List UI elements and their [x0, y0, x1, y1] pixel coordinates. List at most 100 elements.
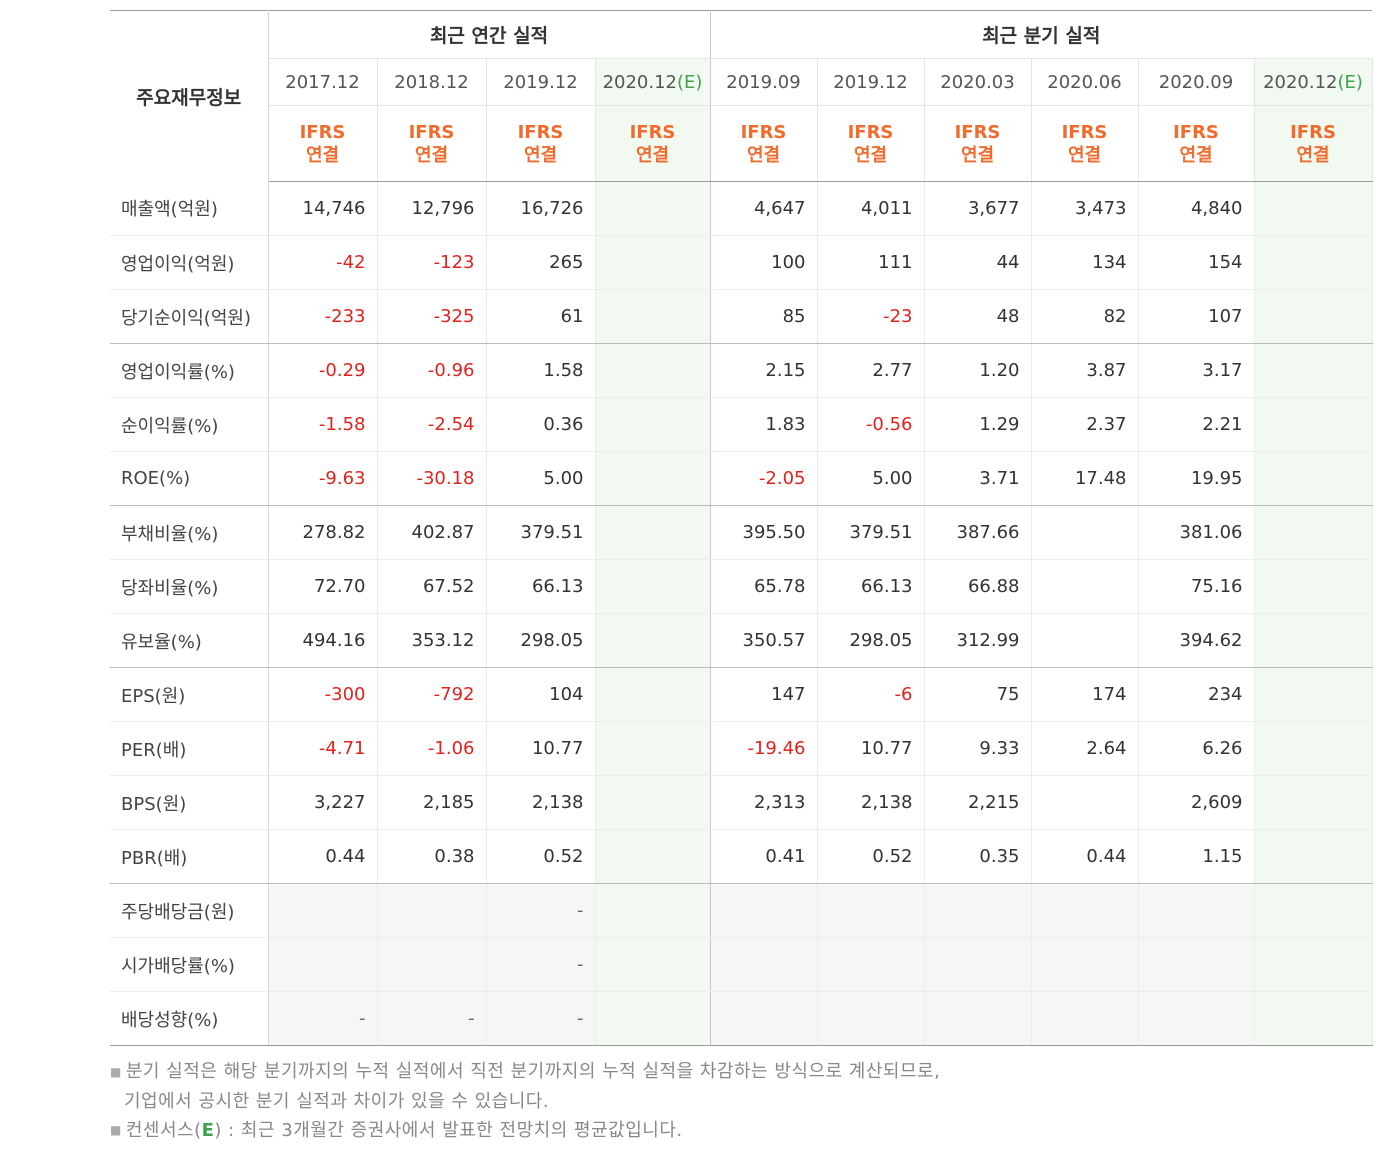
ifrs-label: IFRS — [629, 121, 676, 143]
table-cell — [1254, 613, 1373, 668]
footnote-2-suffix: ) : 최근 3개월간 증권사에서 발표한 전망치의 평균값입니다. — [214, 1119, 683, 1141]
table-cell: -2.54 — [377, 397, 487, 452]
quarterly-group-header: 최근 분기 실적 — [710, 10, 1373, 59]
table-cell: 379.51 — [486, 505, 596, 560]
table-cell: 312.99 — [924, 613, 1032, 668]
table-cell — [595, 235, 711, 290]
table-cell — [1254, 937, 1373, 992]
table-cell — [377, 937, 487, 992]
table-cell — [1254, 559, 1373, 614]
ifrs-consolidated-badge: IFRS 연결 — [595, 105, 711, 182]
table-cell — [1138, 991, 1255, 1046]
table-cell: -0.56 — [817, 397, 925, 452]
table-cell: 265 — [486, 235, 596, 290]
footnote-2: ■ 컨센서스(E) : 최근 3개월간 증권사에서 발표한 전망치의 평균값입니다… — [110, 1116, 940, 1146]
row-label: 주당배당금(원) — [110, 883, 269, 938]
table-cell: 134 — [1031, 235, 1139, 290]
corner-label: 주요재무정보 — [110, 10, 269, 182]
table-cell — [1031, 505, 1139, 560]
table-cell — [595, 667, 711, 722]
table-cell: 0.36 — [486, 397, 596, 452]
period-label: 2020.12 — [1263, 71, 1338, 93]
period-header: 2020.12(E) — [1254, 58, 1373, 106]
period-label: 2020.09 — [1158, 71, 1234, 93]
period-label: 2020.03 — [940, 71, 1015, 93]
table-cell — [1254, 289, 1373, 344]
table-cell — [595, 829, 711, 884]
table-cell — [924, 991, 1032, 1046]
table-row: 시가배당률(%) - — [110, 937, 1373, 992]
table-cell: 3,227 — [268, 775, 378, 830]
row-label: 영업이익률(%) — [110, 343, 269, 398]
table-cell — [595, 181, 711, 236]
period-label: 2019.09 — [726, 71, 801, 93]
table-cell: -42 — [268, 235, 378, 290]
ifrs-label: IFRS — [740, 121, 787, 143]
table-cell — [924, 937, 1032, 992]
table-cell — [817, 991, 925, 1046]
table-cell: 111 — [817, 235, 925, 290]
ifrs-consolidated-badge: IFRS 연결 — [377, 105, 487, 182]
ifrs-label: IFRS — [1173, 121, 1219, 143]
estimate-mark: (E) — [677, 71, 703, 93]
table-cell: 2.15 — [710, 343, 818, 398]
table-cell — [1031, 883, 1139, 938]
table-cell: -1.06 — [377, 721, 487, 776]
consolidated-label: 연결 — [746, 144, 781, 166]
table-cell — [595, 721, 711, 776]
table-cell: 353.12 — [377, 613, 487, 668]
table-row: PBR(배) 0.44 0.38 0.52 0.41 0.52 0.35 0.44 1.15 — [110, 829, 1373, 884]
table-cell — [595, 343, 711, 398]
financial-summary-table-wrapper: 주요재무정보 최근 연간 실적 최근 분기 실적 2017.12 2018.12 2… — [110, 10, 1373, 1046]
table-cell: 0.44 — [1031, 829, 1139, 884]
table-row: 당좌비율(%) 72.70 67.52 66.13 65.78 66.13 66.88 75.… — [110, 559, 1373, 614]
table-cell — [377, 883, 487, 938]
table-cell — [1254, 235, 1373, 290]
ifrs-label: IFRS — [954, 121, 1001, 143]
table-cell: 72.70 — [268, 559, 378, 614]
table-cell: 12,796 — [377, 181, 487, 236]
table-row: 주당배당금(원) - — [110, 883, 1373, 938]
period-label: 2018.12 — [394, 71, 469, 93]
table-cell — [1254, 991, 1373, 1046]
table-cell: 3.17 — [1138, 343, 1255, 398]
footnote-2-prefix: 컨센서스( — [125, 1119, 202, 1141]
table-cell: 66.13 — [817, 559, 925, 614]
financial-summary-table: 주요재무정보 최근 연간 실적 최근 분기 실적 2017.12 2018.12 2… — [110, 10, 1373, 1046]
table-cell: 2,138 — [817, 775, 925, 830]
table-row: 당기순이익(억원) -233 -325 61 85 -23 48 82 107 — [110, 289, 1373, 344]
period-label: 2020.06 — [1047, 71, 1122, 93]
table-cell: 1.29 — [924, 397, 1032, 452]
footnote-1-line2: 기업에서 공시한 분기 실적과 차이가 있을 수 있습니다. — [124, 1090, 550, 1112]
table-cell — [268, 883, 378, 938]
table-cell: 3.71 — [924, 451, 1032, 506]
table-cell: 154 — [1138, 235, 1255, 290]
table-cell: 3,677 — [924, 181, 1032, 236]
table-cell: -792 — [377, 667, 487, 722]
table-cell: 107 — [1138, 289, 1255, 344]
ifrs-consolidated-badge: IFRS 연결 — [1138, 105, 1255, 182]
table-row: 영업이익(억원) -42 -123 265 100 111 44 134 154 — [110, 235, 1373, 290]
table-cell: - — [377, 991, 487, 1046]
table-cell: 85 — [710, 289, 818, 344]
table-cell: -300 — [268, 667, 378, 722]
table-cell: 75.16 — [1138, 559, 1255, 614]
table-cell: 100 — [710, 235, 818, 290]
table-cell: 2.37 — [1031, 397, 1139, 452]
bullet-icon: ■ — [110, 1123, 122, 1137]
row-label: 매출액(억원) — [110, 181, 269, 236]
table-cell — [1254, 397, 1373, 452]
ifrs-label: IFRS — [408, 121, 455, 143]
table-cell: 394.62 — [1138, 613, 1255, 668]
ifrs-consolidated-badge: IFRS 연결 — [710, 105, 818, 182]
estimate-mark: (E) — [1337, 71, 1363, 93]
period-header: 2019.12 — [817, 58, 925, 106]
table-cell: -123 — [377, 235, 487, 290]
footnote-1-line1: 분기 실적은 해당 분기까지의 누적 실적에서 직전 분기까지의 누적 실적을 … — [125, 1061, 941, 1082]
table-cell: -19.46 — [710, 721, 818, 776]
table-cell: -6 — [817, 667, 925, 722]
ifrs-label: IFRS — [847, 121, 894, 143]
table-cell — [268, 937, 378, 992]
period-header: 2020.06 — [1031, 58, 1139, 106]
table-cell: 298.05 — [486, 613, 596, 668]
